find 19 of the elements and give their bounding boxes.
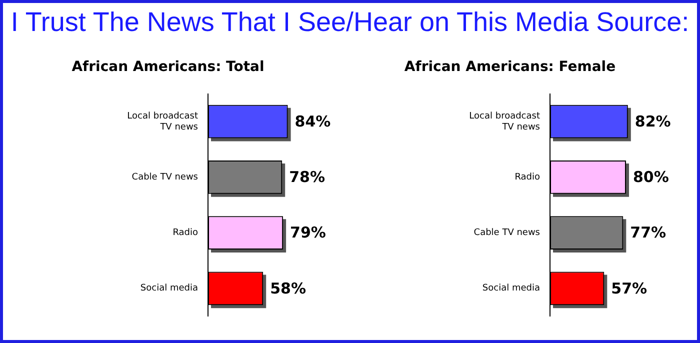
data-label: 84% bbox=[294, 112, 331, 130]
y-tick-label: Local broadcast TV news bbox=[469, 112, 540, 132]
y-tick-label: Social media bbox=[140, 284, 198, 294]
data-label: 80% bbox=[633, 168, 669, 186]
y-tick-label: Radio bbox=[514, 172, 540, 183]
data-label: 57% bbox=[611, 279, 648, 298]
data-label: 78% bbox=[289, 168, 326, 186]
y-tick-label: Radio bbox=[172, 228, 198, 238]
y-tick-label: Cable TV news bbox=[474, 228, 540, 238]
chart-title: African Americans: Female bbox=[404, 59, 616, 76]
data-label: 82% bbox=[634, 112, 671, 130]
y-tick-label: Local broadcast TV news bbox=[127, 112, 198, 132]
data-label: 58% bbox=[270, 279, 306, 298]
y-tick-label: Cable TV news bbox=[132, 172, 198, 183]
y-tick-label: Social media bbox=[482, 284, 540, 294]
text: I Trust The News That I See/Hear on This Media Source: bbox=[10, 7, 690, 38]
chart-title: African Americans: Total bbox=[72, 59, 264, 76]
data-label: 77% bbox=[630, 224, 666, 242]
data-label: 79% bbox=[290, 224, 326, 242]
